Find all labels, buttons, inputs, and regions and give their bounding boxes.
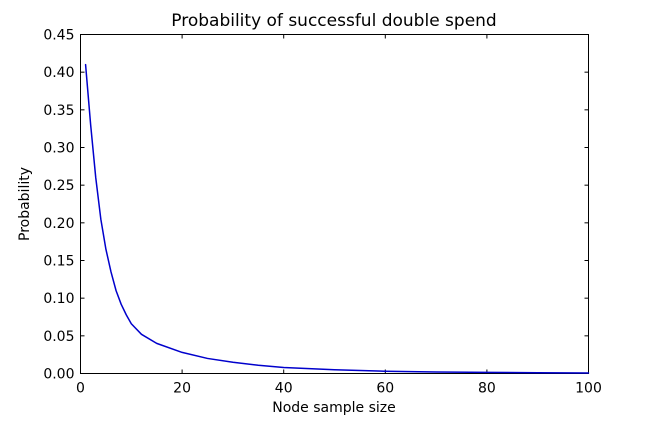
plot-frame	[80, 34, 589, 374]
x-tick-label: 0	[76, 381, 85, 397]
y-tick-label: 0.05	[43, 329, 74, 345]
y-tick-label: 0.25	[43, 178, 74, 194]
y-tick-label: 0.30	[43, 141, 74, 157]
y-tick-label: 0.00	[43, 367, 74, 383]
x-tick-label: 100	[575, 381, 602, 397]
series-line	[84, 63, 590, 374]
x-tick-label: 20	[173, 381, 191, 397]
x-tick-label: 40	[275, 381, 293, 397]
y-tick-label: 0.40	[43, 65, 74, 81]
y-tick-label: 0.10	[43, 291, 74, 307]
y-axis-label: Probability	[17, 167, 33, 241]
chart-title: Probability of successful double spend	[171, 11, 496, 31]
x-axis-label: Node sample size	[272, 400, 395, 416]
y-tick-label: 0.15	[43, 254, 74, 270]
x-tick-label: 60	[376, 381, 394, 397]
y-tick-label: 0.35	[43, 103, 74, 119]
y-tick-label: 0.45	[43, 28, 74, 44]
x-tick-label: 80	[478, 381, 496, 397]
y-tick-label: 0.20	[43, 216, 74, 232]
